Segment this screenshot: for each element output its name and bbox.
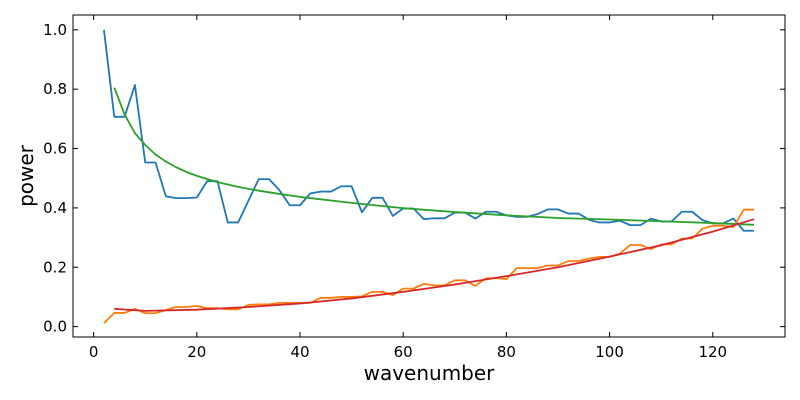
x-tick-label: 80 — [497, 343, 516, 361]
y-tick-label: 0.6 — [43, 140, 67, 158]
x-tick-label: 60 — [394, 343, 413, 361]
series-line-3 — [113, 87, 755, 226]
series-layer — [103, 29, 755, 324]
y-axis-label: power — [14, 144, 38, 207]
y-tick-label: 0.8 — [43, 80, 67, 98]
x-axis-ticks: 0 20 40 60 80 100 120 — [89, 15, 727, 361]
y-axis-ticks: 0.0 0.2 0.4 0.6 0.8 1.0 — [43, 21, 785, 336]
x-axis-label: wavenumber — [364, 361, 496, 385]
y-tick-label: 0.4 — [43, 199, 67, 217]
x-tick-label: 40 — [290, 343, 309, 361]
x-tick-label: 0 — [89, 343, 99, 361]
x-tick-label: 100 — [595, 343, 624, 361]
y-tick-label: 0.0 — [43, 318, 67, 336]
series-line-4 — [114, 218, 755, 312]
plot-frame — [72, 14, 786, 338]
x-tick-label: 120 — [698, 343, 727, 361]
y-tick-label: 0.2 — [43, 258, 67, 276]
x-tick-label: 20 — [187, 343, 206, 361]
y-tick-label: 1.0 — [43, 21, 67, 39]
